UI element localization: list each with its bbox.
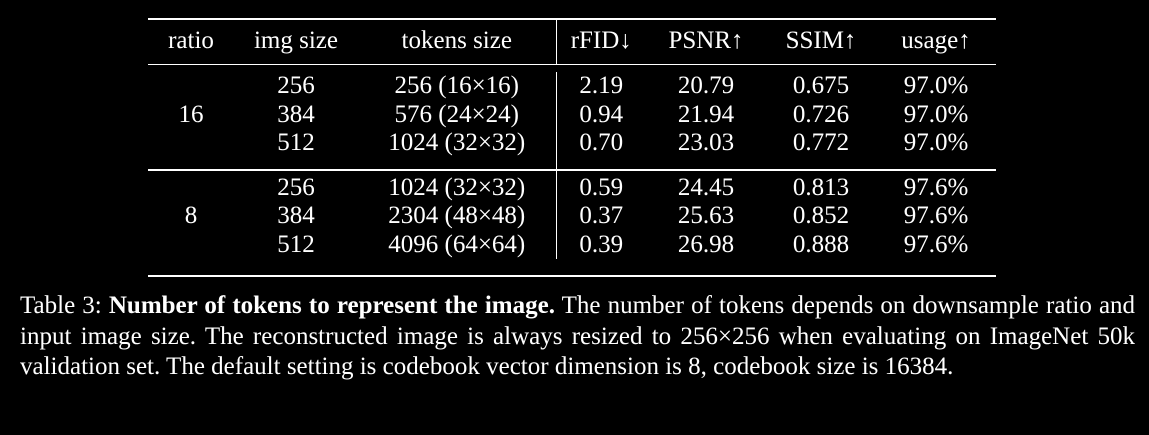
header-rfid: rFID↓ xyxy=(570,26,632,54)
tokens-size-cell: 4096 (64×64) xyxy=(358,230,557,259)
table-group-rule xyxy=(148,169,996,171)
table-bottom-rule xyxy=(148,275,996,277)
table-header-row: ratio img size tokens size rFID↓ PSNR↑ S… xyxy=(148,18,996,64)
ratio-cell: 8 xyxy=(184,202,198,229)
header-img-size: img size xyxy=(253,26,338,54)
usage-cell: 97.0% xyxy=(903,100,969,128)
table-body: 16 256 256 (16×16) 2.19 20.79 0.675 97.0… xyxy=(148,64,996,267)
ssim-cell: 0.726 xyxy=(792,100,850,128)
rfid-cell: 0.37 xyxy=(579,202,624,229)
psnr-cell: 25.63 xyxy=(677,202,735,229)
img-size-cell: 256 xyxy=(277,72,315,99)
img-size-cell: 512 xyxy=(277,230,315,258)
ratio-cell: 16 xyxy=(178,100,204,128)
header-psnr: PSNR↑ xyxy=(668,26,744,54)
tokens-size-cell: 2304 (48×48) xyxy=(358,202,557,231)
table-row: 512 4096 (64×64) 0.39 26.98 0.888 97.6% xyxy=(148,230,996,259)
ssim-cell: 0.888 xyxy=(792,230,850,258)
table-row: 512 1024 (32×32) 0.70 23.03 0.772 97.0% xyxy=(148,129,996,158)
results-table-container: ratio img size tokens size rFID↓ PSNR↑ S… xyxy=(148,18,996,277)
usage-cell: 97.6% xyxy=(903,230,969,258)
rfid-cell: 0.59 xyxy=(579,173,624,201)
psnr-cell: 21.94 xyxy=(677,100,735,128)
table-caption: Table 3: Number of tokens to represent t… xyxy=(20,291,1135,383)
caption-text: The number of tokens depends on downsamp… xyxy=(20,292,1136,380)
img-size-cell: 256 xyxy=(277,173,315,201)
usage-cell: 97.6% xyxy=(903,202,969,229)
usage-cell: 97.6% xyxy=(903,173,969,201)
rfid-cell: 2.19 xyxy=(579,72,624,99)
caption-title: Number of tokens to represent the image. xyxy=(108,292,555,319)
tokens-size-cell: 1024 (32×32) xyxy=(358,129,557,158)
header-tokens-size: tokens size xyxy=(358,18,557,64)
results-table: ratio img size tokens size rFID↓ PSNR↑ S… xyxy=(148,18,996,267)
img-size-cell: 512 xyxy=(277,129,315,156)
rfid-cell: 0.94 xyxy=(579,100,624,128)
table-top-rule xyxy=(148,18,996,20)
ssim-cell: 0.675 xyxy=(792,72,850,99)
img-size-cell: 384 xyxy=(277,100,315,128)
tokens-size-cell: 1024 (32×32) xyxy=(358,173,557,202)
psnr-cell: 23.03 xyxy=(677,129,735,156)
table-row: 8 256 1024 (32×32) 0.59 24.45 0.813 97.6… xyxy=(148,173,996,229)
psnr-cell: 26.98 xyxy=(677,230,735,258)
usage-cell: 97.0% xyxy=(903,72,969,99)
table-row: 384 576 (24×24) 0.94 21.94 0.726 97.0% xyxy=(148,100,996,129)
ssim-cell: 0.772 xyxy=(792,129,850,156)
ssim-cell: 0.852 xyxy=(792,202,850,229)
ssim-cell: 0.813 xyxy=(792,173,850,201)
rfid-cell: 0.39 xyxy=(579,230,624,258)
header-ssim: SSIM↑ xyxy=(785,26,857,54)
rfid-cell: 0.70 xyxy=(579,129,624,156)
table-row: 16 256 256 (16×16) 2.19 20.79 0.675 97.0… xyxy=(148,72,996,128)
psnr-cell: 24.45 xyxy=(677,173,735,201)
tokens-size-cell: 576 (24×24) xyxy=(358,100,557,129)
header-ratio: ratio xyxy=(168,26,214,54)
caption-label: Table 3: xyxy=(20,292,102,319)
tokens-size-cell: 256 (16×16) xyxy=(358,72,557,101)
img-size-cell: 384 xyxy=(277,202,315,229)
usage-cell: 97.0% xyxy=(903,129,969,156)
header-usage: usage↑ xyxy=(901,26,971,54)
psnr-cell: 20.79 xyxy=(677,72,735,99)
table-row: 384 2304 (48×48) 0.37 25.63 0.852 97.6% xyxy=(148,202,996,231)
table-header-rule xyxy=(148,64,996,65)
